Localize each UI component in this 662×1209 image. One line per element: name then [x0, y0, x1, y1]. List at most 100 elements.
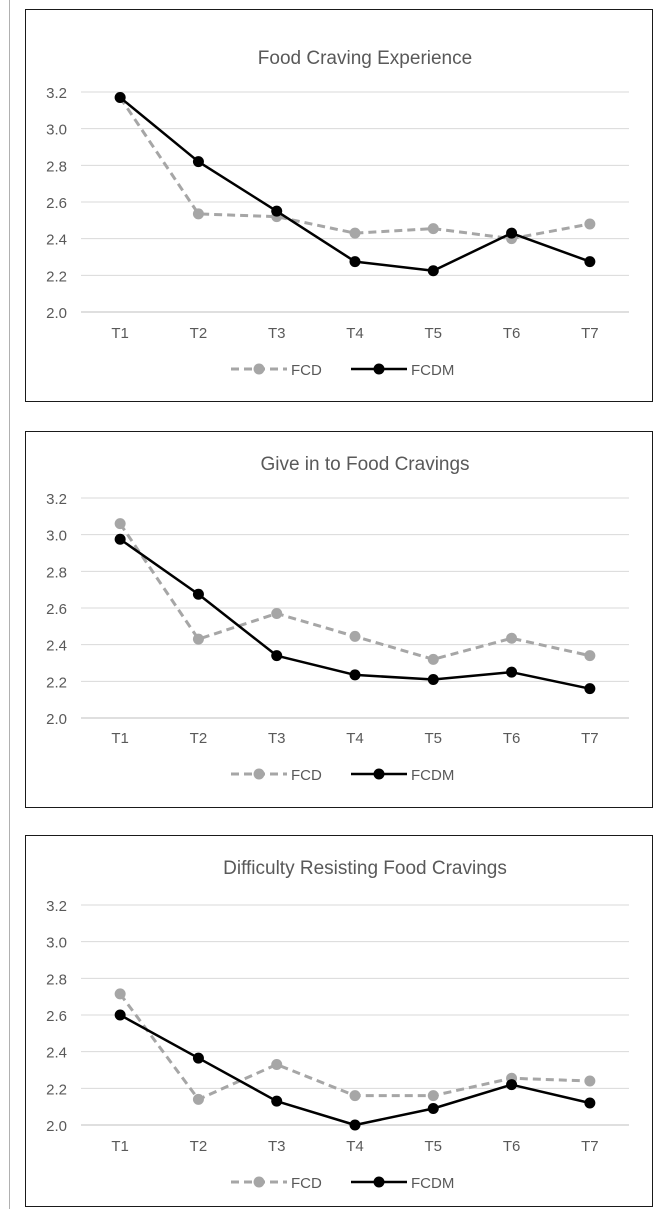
data-point-fcd — [192, 208, 204, 220]
legend-label-fcdm: FCDM — [411, 362, 454, 379]
x-tick-label: T6 — [503, 325, 521, 342]
data-point-fcdm — [192, 156, 204, 168]
legend-marker-fcd — [253, 1176, 265, 1188]
y-tick-label: 2.4 — [46, 638, 67, 655]
data-point-fcd — [114, 518, 126, 530]
data-point-fcd — [584, 218, 596, 230]
data-point-fcd — [349, 227, 361, 239]
legend-marker-fcdm — [373, 1176, 385, 1188]
y-tick-label: 3.0 — [46, 122, 67, 139]
y-tick-label: 3.2 — [46, 85, 67, 102]
data-point-fcdm — [271, 1095, 283, 1107]
data-point-fcd — [114, 988, 126, 1000]
x-tick-label: T2 — [190, 1138, 208, 1155]
y-tick-label: 3.0 — [46, 528, 67, 545]
data-point-fcdm — [427, 1103, 439, 1114]
data-point-fcd — [427, 223, 439, 235]
x-tick-label: T4 — [346, 730, 364, 747]
data-point-fcdm — [192, 588, 204, 600]
y-tick-label: 2.6 — [46, 601, 67, 618]
chart-title: Food Craving Experience — [258, 48, 472, 69]
data-point-fcdm — [584, 683, 596, 695]
series-line-fcdm — [119, 538, 591, 690]
data-point-fcdm — [114, 533, 126, 545]
legend-marker-fcd — [253, 768, 265, 780]
x-tick-label: T3 — [268, 1138, 286, 1155]
y-tick-label: 2.2 — [46, 1081, 67, 1098]
chart-difficulty-resisting: Difficulty Resisting Food Cravings 2.0 2.2… — [46, 858, 629, 1192]
y-tick-label: 2.8 — [46, 971, 67, 988]
y-tick-label: 2.6 — [46, 195, 67, 212]
legend-label-fcd: FCD — [291, 362, 322, 379]
x-tick-label: T3 — [268, 730, 286, 747]
x-tick-label: T1 — [111, 730, 129, 747]
data-point-fcdm — [506, 227, 518, 239]
data-point-fcdm — [506, 1079, 518, 1091]
x-tick-label: T5 — [425, 730, 443, 747]
data-point-fcd — [192, 1093, 204, 1105]
legend-marker-fcd — [253, 363, 265, 375]
data-point-fcdm — [271, 205, 283, 217]
legend-label-fcd: FCD — [291, 767, 322, 784]
y-tick-label: 2.4 — [46, 1045, 67, 1062]
y-tick-label: 3.0 — [46, 935, 67, 952]
series-line-fcdm — [119, 1013, 591, 1127]
y-tick-label: 2.0 — [46, 711, 67, 728]
y-tick-label: 2.2 — [46, 268, 67, 285]
legend-label-fcd: FCD — [291, 1175, 322, 1192]
y-tick-label: 3.2 — [46, 898, 67, 915]
data-point-fcd — [584, 1075, 596, 1087]
y-tick-label: 2.8 — [46, 158, 67, 175]
legend-label-fcdm: FCDM — [411, 1175, 454, 1192]
data-point-fcdm — [427, 265, 439, 277]
data-point-fcdm — [349, 669, 361, 681]
x-tick-label: T5 — [425, 325, 443, 342]
page-left-rule — [9, 0, 10, 1209]
chart-panel-difficulty-resisting: Difficulty Resisting Food Cravings 2.0 2.2… — [25, 835, 653, 1207]
data-point-fcd — [506, 632, 518, 644]
x-tick-label: T4 — [346, 325, 364, 342]
data-point-fcdm — [584, 256, 596, 268]
data-point-fcdm — [506, 666, 518, 678]
data-point-fcd — [271, 1059, 283, 1070]
data-point-fcdm — [349, 1119, 361, 1131]
x-tick-label: T6 — [503, 1138, 521, 1155]
series-line-fcd — [118, 96, 591, 241]
data-point-fcd — [427, 1090, 439, 1102]
y-tick-label: 3.2 — [46, 491, 67, 508]
data-point-fcd — [271, 608, 283, 619]
data-point-fcdm — [114, 1009, 126, 1021]
data-point-fcd — [349, 630, 361, 642]
y-tick-label: 2.0 — [46, 305, 67, 322]
legend-label-fcdm: FCDM — [411, 767, 454, 784]
legend-marker-fcdm — [373, 768, 385, 780]
data-point-fcd — [192, 633, 204, 645]
y-tick-label: 2.6 — [46, 1008, 67, 1025]
y-tick-label: 2.4 — [46, 232, 67, 249]
y-tick-label: 2.2 — [46, 674, 67, 691]
x-tick-label: T3 — [268, 325, 286, 342]
chart-title: Difficulty Resisting Food Cravings — [223, 858, 507, 879]
data-point-fcd — [349, 1090, 361, 1102]
chart-title: Give in to Food Cravings — [260, 454, 469, 475]
x-tick-label: T1 — [111, 325, 129, 342]
x-tick-label: T1 — [111, 1138, 129, 1155]
data-point-fcdm — [349, 256, 361, 268]
x-tick-label: T7 — [581, 730, 599, 747]
data-point-fcdm — [271, 650, 283, 662]
x-tick-label: T4 — [346, 1138, 364, 1155]
x-tick-label: T2 — [190, 325, 208, 342]
x-tick-label: T7 — [581, 325, 599, 342]
data-point-fcdm — [192, 1052, 204, 1064]
chart-give-in: Give in to Food Cravings 2.0 2.2 2.4 2.6 2.8 3… — [46, 454, 629, 784]
x-tick-label: T6 — [503, 730, 521, 747]
chart-food-craving-experience: Food Craving Experience 2.0 2.2 2.4 2.6 2.8 3.… — [46, 48, 629, 379]
y-tick-label: 2.0 — [46, 1118, 67, 1135]
chart-panel-food-craving-experience: Food Craving Experience 2.0 2.2 2.4 2.6 2.8 3.… — [25, 9, 653, 402]
data-point-fcdm — [584, 1097, 596, 1109]
x-tick-label: T2 — [190, 730, 208, 747]
data-point-fcdm — [427, 674, 439, 685]
chart-panel-give-in: Give in to Food Cravings 2.0 2.2 2.4 2.6 2.8 3… — [25, 431, 653, 808]
data-point-fcd — [427, 653, 439, 665]
legend-marker-fcdm — [373, 363, 385, 375]
